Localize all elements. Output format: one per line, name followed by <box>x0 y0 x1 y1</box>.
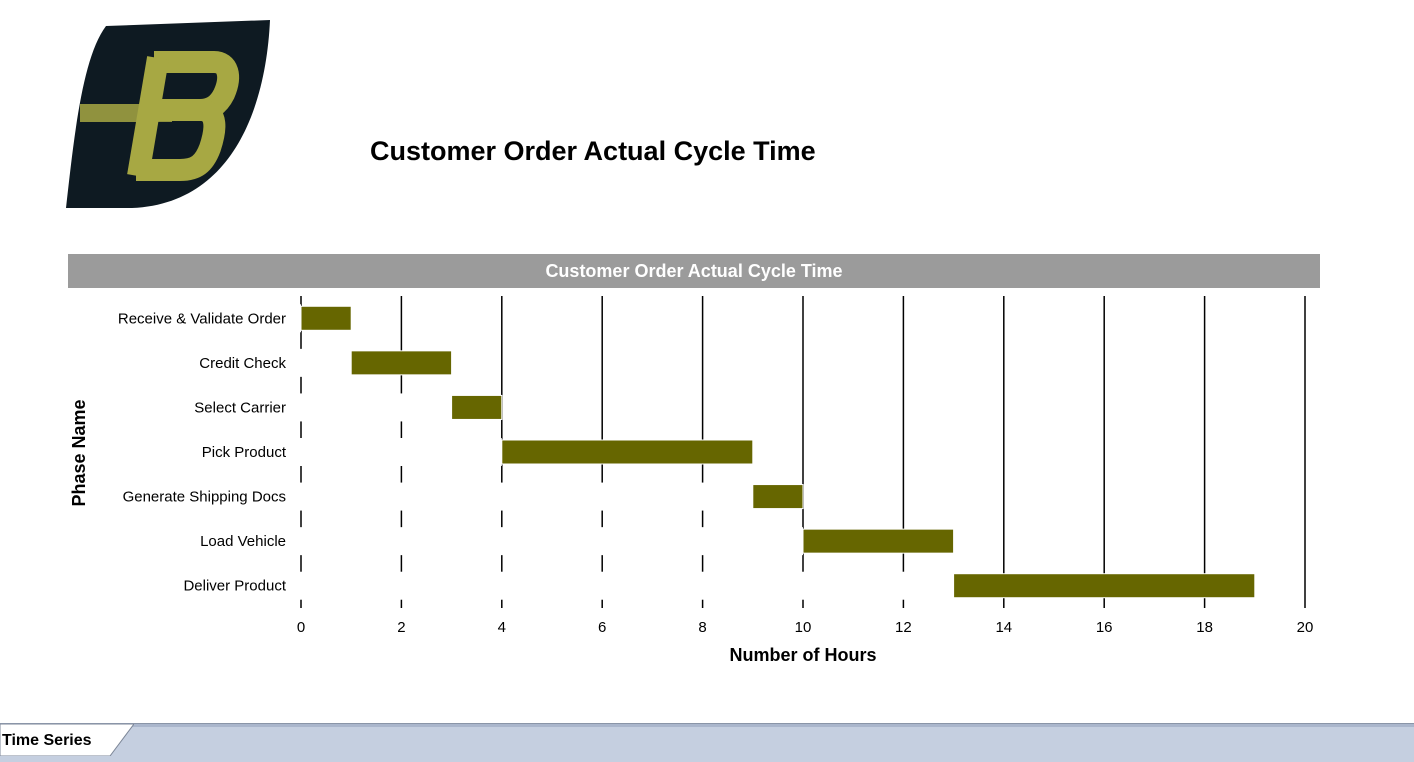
sheet-tab-time-series[interactable] <box>0 724 134 756</box>
category-label: Select Carrier <box>194 399 286 416</box>
x-tick-label: 8 <box>698 619 706 636</box>
category-label: Pick Product <box>202 444 287 461</box>
gantt-bar <box>451 394 503 420</box>
gantt-bar <box>501 439 754 465</box>
category-label: Deliver Product <box>183 578 286 595</box>
category-label: Generate Shipping Docs <box>123 489 286 506</box>
x-tick-label: 2 <box>397 619 405 636</box>
x-axis-title: Number of Hours <box>729 645 876 665</box>
tab-bar-edge <box>0 724 1414 727</box>
b-letter-logo-icon <box>66 20 270 208</box>
x-tick-label: 10 <box>795 619 812 636</box>
logo-crossbar <box>80 104 172 122</box>
bars <box>298 304 1256 600</box>
row-gap <box>298 438 502 466</box>
x-tick-label: 16 <box>1096 619 1113 636</box>
gantt-bar <box>953 573 1256 599</box>
row-gap <box>298 393 452 422</box>
x-tick-label: 0 <box>297 619 305 636</box>
x-tick-label: 12 <box>895 619 912 636</box>
x-tick-label: 20 <box>1297 619 1314 636</box>
sheet-tab-label[interactable]: Time Series <box>2 732 92 749</box>
row-gap <box>298 482 753 511</box>
x-tick-label: 4 <box>498 619 506 636</box>
x-tick-label: 6 <box>598 619 606 636</box>
gantt-bar <box>300 305 352 331</box>
chart-title-bar: Customer Order Actual Cycle Time <box>68 254 1320 288</box>
sheet-tab-bar <box>0 723 1414 762</box>
gantt-chart: Receive & Validate Order Credit Check Sele… <box>69 296 1314 665</box>
gantt-bar <box>802 528 955 554</box>
category-label: Receive & Validate Order <box>118 310 286 327</box>
x-tick-labels: 0 2 4 6 8 10 12 14 16 18 20 <box>297 619 1314 636</box>
category-label: Credit Check <box>199 355 286 372</box>
x-tick-label: 14 <box>995 619 1012 636</box>
x-tick-label: 18 <box>1196 619 1213 636</box>
report-title: Customer Order Actual Cycle Time <box>370 136 816 166</box>
category-label: Load Vehicle <box>200 533 286 550</box>
gantt-bar <box>752 484 804 510</box>
y-axis-title: Phase Name <box>69 399 89 506</box>
row-gap <box>298 348 352 377</box>
category-labels: Receive & Validate Order Credit Check Sele… <box>118 310 287 594</box>
gantt-bar <box>350 350 453 376</box>
row-gap <box>298 304 301 333</box>
row-gap <box>298 527 803 556</box>
row-gap <box>298 571 954 600</box>
